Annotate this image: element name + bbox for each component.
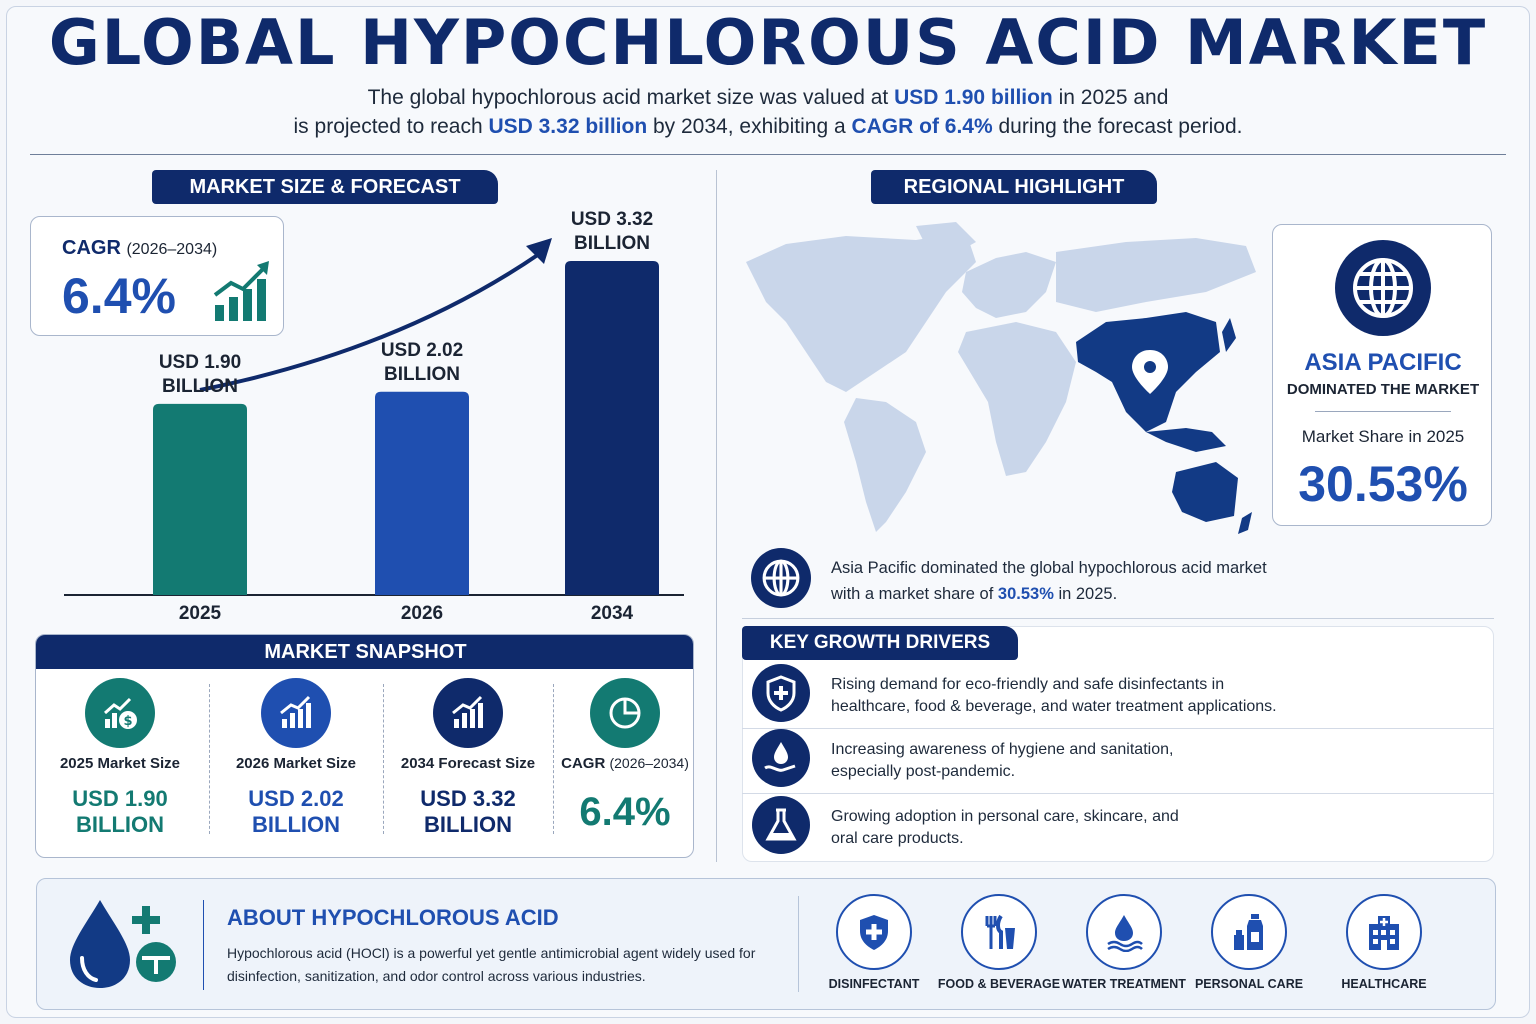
globe-icon <box>1335 240 1431 336</box>
europe-shape <box>962 252 1056 318</box>
africa-shape <box>958 322 1076 476</box>
driver-text: Growing adoption in personal care, skinc… <box>831 808 1179 847</box>
bar-growth-icon <box>261 678 331 748</box>
snapshot-label: CAGR (2026–2034) <box>561 755 689 772</box>
svg-text:$: $ <box>123 714 132 729</box>
summary-line-2: is projected to reach USD 3.32 billion b… <box>293 115 1243 138</box>
snapshot-value: USD 1.90 BILLION <box>72 786 168 837</box>
south-america-shape <box>844 398 926 532</box>
about-title: ABOUT HYPOCHLOROUS ACID <box>227 905 559 930</box>
application-label: PERSONAL CARE <box>1194 977 1304 991</box>
snapshot-value: USD 3.32 BILLION <box>420 786 516 837</box>
trend-arrow-head <box>526 238 552 264</box>
snapshot-label: 2026 Market Size <box>235 755 357 772</box>
driver-divider <box>742 793 1494 794</box>
region-card: ASIA PACIFIC DOMINATED THE MARKET Market… <box>1272 224 1492 526</box>
snapshot-divider <box>383 684 384 834</box>
shield-cross-icon <box>836 894 912 970</box>
snapshot-value: USD 2.02 BILLION <box>248 786 344 837</box>
cagr-card: CAGR (2026–2034) 6.4% <box>30 216 284 336</box>
indonesia-shape <box>1146 428 1226 452</box>
application-label: HEALTHCARE <box>1341 977 1427 991</box>
snapshot-label: 2025 Market Size <box>59 755 181 772</box>
bar-value-label: BILLION <box>162 376 238 397</box>
cagr-card-label: CAGR (2026–2034) <box>62 237 218 259</box>
snapshot-divider <box>209 684 210 834</box>
cutlery-icon <box>961 894 1037 970</box>
about-description: Hypochlorous acid (HOCl) is a powerful y… <box>227 945 756 984</box>
x-tick-label: 2025 <box>179 603 222 624</box>
bar-2034 <box>565 261 659 595</box>
acid-drop-icon <box>70 900 176 988</box>
money-growth-icon: $ <box>85 678 155 748</box>
russia-shape <box>1056 238 1256 312</box>
about-divider <box>203 900 204 990</box>
snapshot-label: 2034 Forecast Size <box>400 755 536 772</box>
market-size-heading: MARKET SIZE & FORECAST <box>152 170 498 204</box>
share-label: Market Share in 2025 <box>1301 427 1465 446</box>
bar-value-label: USD 3.32 <box>571 209 653 230</box>
new-zealand-shape <box>1238 512 1252 534</box>
share-value: 30.53% <box>1298 456 1468 512</box>
snapshot-value: 6.4% <box>579 790 671 834</box>
page-title: GLOBAL HYPOCHLOROUS ACID MARKET <box>48 6 1488 79</box>
header-divider <box>30 154 1506 155</box>
trend-arrow-line <box>199 250 544 392</box>
x-tick-label: 2026 <box>401 603 443 624</box>
application-label: FOOD & BEVERAGE <box>937 977 1061 991</box>
australia-shape <box>1172 462 1238 522</box>
japan-shape <box>1222 318 1236 352</box>
x-tick-label: 2034 <box>591 603 634 624</box>
location-pin-icon <box>1132 350 1168 394</box>
growth-chart-icon <box>213 261 269 321</box>
driver-text: Increasing awareness of hygiene and sani… <box>831 741 1174 780</box>
region-note-divider <box>742 618 1494 619</box>
pie-chart-icon <box>590 678 660 748</box>
application-label: WATER TREATMENT <box>1062 977 1186 991</box>
drivers-card <box>742 626 1494 862</box>
driver-text: Rising demand for eco-friendly and safe … <box>831 676 1277 715</box>
hand-drop-icon <box>752 729 810 787</box>
north-america-shape <box>746 232 976 392</box>
bar-2026 <box>375 391 469 595</box>
snapshot-divider <box>553 684 554 834</box>
region-card-divider <box>1315 411 1451 412</box>
region-subtitle: DOMINATED THE MARKET <box>1286 381 1480 398</box>
region-note: Asia Pacific dominated the global hypoch… <box>831 559 1267 603</box>
bar-2025 <box>153 403 247 595</box>
water-drop-icon <box>1086 894 1162 970</box>
shield-plus-icon <box>752 664 810 722</box>
bar-value-label: USD 1.90 <box>159 352 241 373</box>
bar-value-label: USD 2.02 <box>381 340 463 361</box>
bottles-icon <box>1211 894 1287 970</box>
bar-value-label: BILLION <box>384 364 460 385</box>
world-map <box>746 222 1256 534</box>
market-size-chart: USD 1.90 BILLION 2025 USD 2.02 BILLION 2026 US… <box>64 209 684 624</box>
globe-small-icon <box>751 548 811 608</box>
region-name: ASIA PACIFIC <box>1304 349 1462 376</box>
flask-icon <box>752 796 810 854</box>
summary-line-1: The global hypochlorous acid market size… <box>367 86 1169 109</box>
about-apps-divider <box>798 896 799 992</box>
snapshot-card: MARKET SNAPSHOT <box>35 634 694 858</box>
hospital-icon <box>1346 894 1422 970</box>
regional-heading: REGIONAL HIGHLIGHT <box>871 170 1157 204</box>
cagr-card-value: 6.4% <box>62 268 176 324</box>
bar-growth-icon <box>433 678 503 748</box>
snapshot-heading: MARKET SNAPSHOT <box>36 635 693 669</box>
driver-divider <box>742 728 1494 729</box>
greenland-shape <box>916 222 976 252</box>
application-label: DISINFECTANT <box>828 977 920 991</box>
drivers-heading: KEY GROWTH DRIVERS <box>742 626 1018 660</box>
column-divider <box>716 170 717 862</box>
bar-value-label: BILLION <box>574 233 650 254</box>
